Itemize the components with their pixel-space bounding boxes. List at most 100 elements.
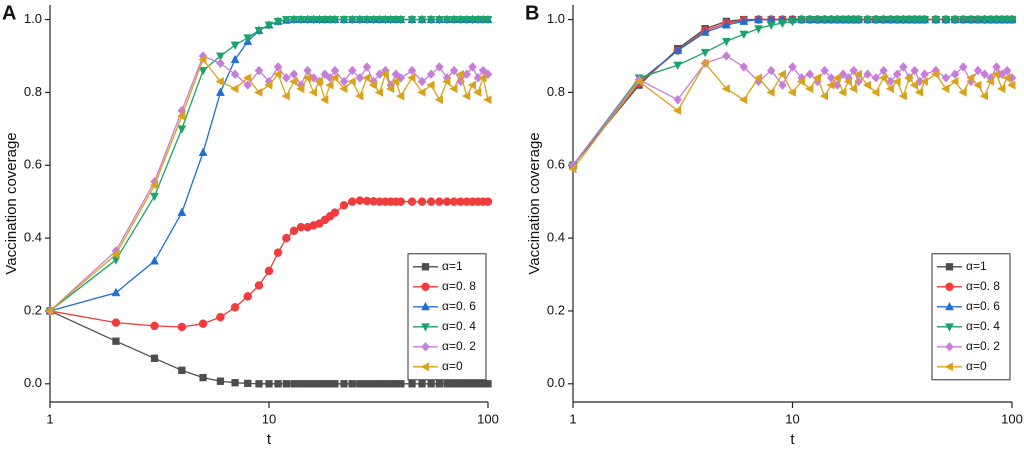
marker (997, 84, 1006, 94)
marker (420, 362, 429, 372)
marker (176, 111, 186, 121)
x-tick-label: 1 (46, 411, 53, 426)
marker (216, 58, 225, 69)
marker (273, 248, 283, 257)
series-line (572, 55, 1013, 166)
marker (634, 77, 643, 86)
marker (243, 34, 253, 43)
marker (150, 354, 159, 362)
marker (242, 73, 252, 83)
marker (407, 16, 417, 25)
marker (265, 380, 273, 388)
marker (339, 16, 349, 25)
marker (407, 73, 416, 83)
x-axis-label: t (267, 431, 272, 448)
marker (812, 73, 821, 83)
marker (722, 20, 731, 29)
marker (264, 21, 274, 30)
marker (391, 69, 401, 79)
marker (673, 61, 683, 71)
marker (230, 41, 240, 50)
marker (347, 77, 356, 86)
marker (919, 77, 929, 86)
marker (273, 69, 282, 79)
marker (892, 16, 902, 25)
marker (330, 65, 340, 76)
marker (766, 87, 775, 97)
marker (826, 16, 836, 25)
marker (347, 65, 357, 76)
marker (348, 380, 356, 388)
marker (449, 65, 459, 76)
marker (150, 321, 159, 331)
marker (945, 323, 954, 332)
marker (442, 77, 451, 86)
marker (319, 95, 329, 105)
y-axis-label: Vaccination coverage (3, 132, 20, 274)
y-tick-label: 0.0 (547, 375, 565, 390)
marker (950, 77, 959, 86)
marker (672, 106, 682, 116)
marker (199, 373, 207, 382)
legend-box (931, 253, 1011, 381)
marker (483, 16, 493, 25)
marker (385, 84, 395, 94)
marker (843, 77, 852, 86)
marker (426, 80, 435, 90)
marker (462, 16, 472, 25)
marker (777, 69, 786, 79)
marker (244, 379, 252, 388)
marker (421, 323, 430, 332)
marker (110, 250, 120, 259)
marker (958, 16, 968, 25)
x-axis-label: t (790, 431, 795, 448)
marker (273, 17, 283, 27)
marker (778, 19, 787, 29)
marker (941, 16, 951, 25)
marker (862, 80, 872, 90)
marker (892, 69, 902, 79)
marker (965, 73, 975, 83)
marker (805, 16, 815, 25)
marker (282, 233, 291, 243)
marker (879, 65, 888, 76)
marker (1007, 16, 1017, 25)
y-axis-label: Vaccination coverage (526, 132, 543, 274)
marker (991, 69, 1000, 79)
marker (330, 16, 340, 25)
marker (243, 80, 253, 90)
marker (878, 73, 888, 83)
marker (112, 337, 120, 345)
marker (426, 69, 436, 79)
marker (899, 62, 908, 72)
marker (871, 73, 881, 83)
marker (255, 380, 263, 388)
marker (348, 197, 357, 206)
marker (854, 16, 863, 25)
marker (303, 16, 312, 25)
x-tick-label: 10 (785, 411, 799, 426)
marker (754, 25, 763, 34)
marker (282, 380, 290, 388)
marker (354, 91, 364, 101)
marker (177, 125, 187, 134)
marker (871, 87, 880, 97)
marker (362, 16, 372, 25)
marker (819, 91, 829, 101)
marker (421, 301, 430, 311)
marker (766, 65, 776, 76)
marker (980, 16, 989, 25)
marker (766, 21, 776, 30)
x-tick-label: 100 (477, 411, 499, 426)
marker (853, 69, 863, 79)
marker (254, 87, 263, 97)
legend-label: α=0. 8 (442, 279, 476, 293)
marker (264, 80, 273, 90)
marker (820, 16, 829, 25)
marker (797, 16, 807, 25)
marker (826, 73, 836, 83)
marker (296, 16, 306, 25)
marker (273, 62, 283, 72)
marker (950, 16, 960, 25)
marker (355, 73, 365, 83)
